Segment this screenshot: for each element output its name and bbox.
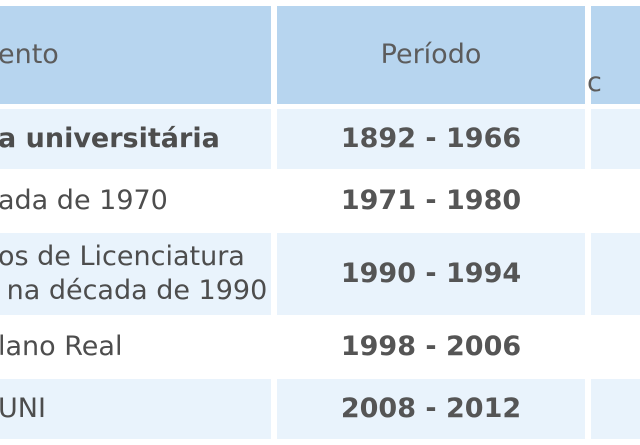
row-event: lano Real bbox=[0, 331, 123, 363]
row-event: UNI bbox=[0, 393, 46, 425]
table-row-extra bbox=[591, 173, 640, 229]
header-event-label: ento bbox=[0, 39, 59, 71]
row-event-line1: os de Licenciatura bbox=[0, 241, 245, 273]
header-cell-period: Período bbox=[277, 6, 585, 104]
header-cell-extra: c bbox=[587, 6, 640, 104]
table-row-period: 1998 - 2006 bbox=[277, 319, 585, 375]
table-row: lano Real bbox=[0, 319, 271, 375]
row-period: 1990 - 1994 bbox=[340, 258, 522, 290]
row-period: 1892 - 1966 bbox=[340, 123, 522, 155]
table-row-period: 1990 - 1994 bbox=[277, 233, 585, 315]
table-row-extra bbox=[591, 379, 640, 439]
table-row: os de Licenciatura na década de 1990 bbox=[0, 233, 271, 315]
table-row: UNI bbox=[0, 379, 271, 439]
row-period: 1971 - 1980 bbox=[340, 185, 522, 217]
table-row-period: 1971 - 1980 bbox=[277, 173, 585, 229]
table-row: a universitária bbox=[0, 109, 271, 169]
table-row: ada de 1970 bbox=[0, 173, 271, 229]
row-event: a universitária bbox=[0, 123, 220, 155]
table-row-extra bbox=[591, 319, 640, 375]
row-event-line2: na década de 1990 bbox=[0, 275, 268, 306]
table-row-period: 1892 - 1966 bbox=[277, 109, 585, 169]
row-period: 1998 - 2006 bbox=[340, 331, 522, 363]
table-row-period: 2008 - 2012 bbox=[277, 379, 585, 439]
row-event: ada de 1970 bbox=[0, 185, 168, 217]
table-row-extra bbox=[591, 233, 640, 315]
row-period: 2008 - 2012 bbox=[340, 393, 522, 425]
table-row-extra bbox=[591, 109, 640, 169]
header-cell-event: ento bbox=[0, 6, 271, 104]
header-period-label: Período bbox=[380, 39, 482, 71]
header-extra-label: c bbox=[587, 67, 602, 99]
